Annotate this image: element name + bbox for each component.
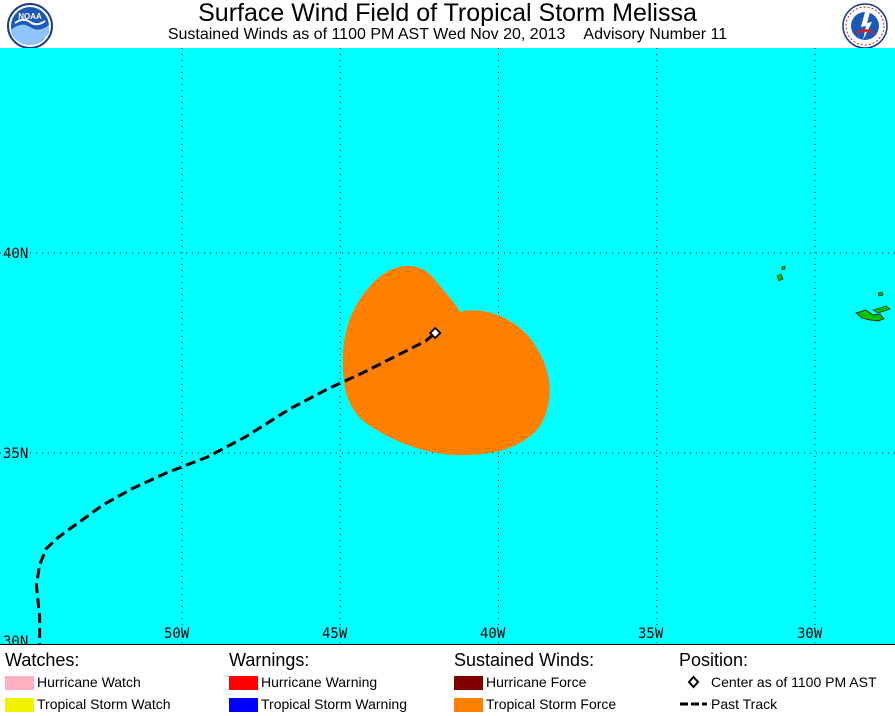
tropical-storm-force-swatch (454, 698, 483, 712)
advisory-number: Advisory Number 11 (583, 26, 728, 43)
legend-item-hurricane-force: Hurricane Force (454, 671, 594, 693)
legend-label: Hurricane Warning (261, 674, 378, 690)
tropical-storm-force-wind-field (342, 266, 550, 456)
legend-heading-warnings: Warnings: (229, 650, 310, 670)
longitude-label-30w: 30W (797, 626, 823, 642)
latitude-label-40n: 40N (3, 246, 29, 262)
storm-map[interactable]: 40N 35N 30N 50W 45W 40W 35W 30W (0, 48, 895, 644)
island (855, 309, 885, 322)
legend-heading-watches: Watches: (5, 650, 80, 670)
legend-label: Hurricane Force (486, 674, 587, 690)
legend-label: Center as of 1100 PM AST (711, 674, 877, 690)
legend-label: Tropical Storm Watch (37, 696, 171, 712)
legend-item-hurricane-warning: Hurricane Warning (229, 671, 377, 693)
noaa-logo: NOAA (7, 3, 53, 49)
map-legend: Watches: Hurricane Watch Tropical Storm … (0, 644, 895, 716)
hurricane-watch-swatch (5, 676, 34, 690)
tropical-storm-watch-swatch (5, 698, 34, 712)
legend-item-past-track: Past Track (679, 693, 777, 715)
latitude-label-30n: 30N (3, 634, 29, 644)
azores-islands (776, 265, 891, 322)
header: NOAA Surface Wind Field of Tropical Stor… (0, 0, 895, 49)
island (781, 265, 786, 271)
legend-sustained-winds: Sustained Winds: Hurricane Force Tropica… (454, 649, 616, 715)
legend-item-hurricane-watch: Hurricane Watch (5, 671, 141, 693)
hurricane-warning-swatch (229, 676, 258, 690)
past-track-line (34, 331, 437, 644)
legend-heading-position: Position: (679, 650, 749, 670)
svg-text:NOAA: NOAA (18, 12, 42, 21)
legend-label: Tropical Storm Force (486, 696, 617, 712)
dashed-line-icon (680, 702, 707, 706)
legend-watches: Watches: Hurricane Watch Tropical Storm … (5, 649, 171, 715)
legend-position: Position: Center as of 1100 PM AST Past … (679, 649, 877, 715)
longitude-label-40w: 40W (480, 626, 506, 642)
legend-item-center: Center as of 1100 PM AST (679, 671, 877, 693)
longitude-label-50w: 50W (164, 626, 190, 642)
island (872, 305, 891, 314)
island (776, 273, 784, 282)
page-subtitle: Sustained Winds as of 1100 PM AST Wed No… (0, 25, 895, 45)
map-canvas (0, 48, 895, 644)
legend-label: Hurricane Watch (37, 674, 141, 690)
legend-item-tropical-storm-warning: Tropical Storm Warning (229, 693, 407, 715)
legend-item-tropical-storm-force: Tropical Storm Force (454, 693, 616, 715)
legend-label: Past Track (711, 696, 778, 712)
diamond-icon (687, 675, 700, 689)
storm-center-diamond-icon[interactable] (428, 326, 442, 340)
island (877, 291, 884, 297)
nws-logo (842, 3, 888, 49)
legend-heading-sustained-winds: Sustained Winds: (454, 650, 595, 670)
legend-item-tropical-storm-watch: Tropical Storm Watch (5, 693, 171, 715)
longitude-label-35w: 35W (638, 626, 664, 642)
latitude-label-35n: 35N (3, 446, 29, 462)
hurricane-force-swatch (454, 676, 483, 690)
legend-label: Tropical Storm Warning (261, 696, 408, 712)
longitude-label-45w: 45W (322, 626, 348, 642)
tropical-storm-warning-swatch (229, 698, 258, 712)
valid-time: Sustained Winds as of 1100 PM AST Wed No… (167, 26, 566, 43)
legend-warnings: Warnings: Hurricane Warning Tropical Sto… (229, 649, 407, 715)
page-title: Surface Wind Field of Tropical Storm Mel… (198, 0, 697, 27)
